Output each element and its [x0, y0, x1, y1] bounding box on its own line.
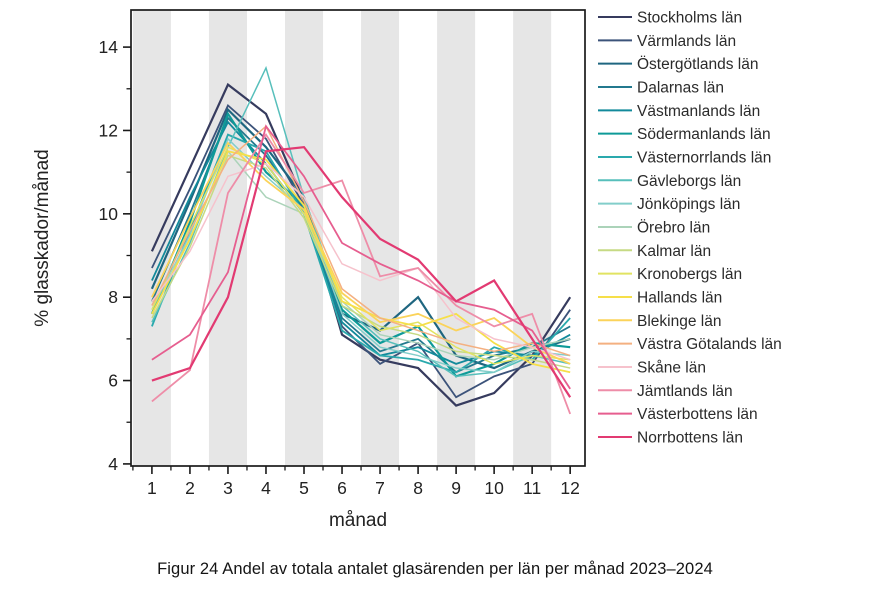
y-tick-label: 14 — [99, 37, 119, 57]
legend-label-örebro-län: Örebro län — [637, 218, 710, 236]
series-line-skåne-län — [151, 162, 571, 361]
series-line-norrbottens-län — [151, 145, 572, 398]
x-tick-label: 3 — [223, 478, 233, 498]
legend-label-gävleborgs-län: Gävleborgs län — [637, 173, 741, 190]
legend-label-kalmar-län: Kalmar län — [637, 243, 711, 260]
y-tick-label: 8 — [108, 287, 118, 307]
legend-label-västra-götalands-län: Västra Götalands län — [637, 336, 782, 353]
legend-label-östergötlands-län: Östergötlands län — [637, 55, 759, 73]
figure-caption: Figur 24 Andel av totala antalet glasäre… — [157, 560, 713, 578]
legend-label-södermanlands-län: Södermanlands län — [637, 126, 771, 143]
legend-label-skåne-län: Skåne län — [637, 359, 706, 376]
series-line-västra-götalands-län — [151, 125, 571, 357]
y-tick-label: 6 — [108, 371, 118, 391]
x-tick-label: 2 — [185, 478, 195, 498]
month-band — [513, 10, 552, 466]
y-tick-label: 4 — [108, 454, 118, 474]
x-tick-label: 4 — [261, 478, 271, 498]
month-band — [208, 10, 247, 466]
y-tick-label: 12 — [99, 120, 118, 140]
x-axis-title: månad — [329, 510, 387, 531]
x-tick-label: 12 — [560, 478, 579, 498]
legend-label-västernorrlands-län: Västernorrlands län — [637, 149, 771, 166]
month-band — [132, 10, 171, 466]
x-tick-label: 1 — [147, 478, 157, 498]
legend-label-blekinge-län: Blekinge län — [637, 313, 721, 330]
legend-label-jönköpings-län: Jönköpings län — [637, 196, 740, 213]
x-tick-label: 5 — [299, 478, 309, 498]
x-tick-label: 11 — [523, 478, 541, 498]
series-line-blekinge-län — [151, 141, 571, 365]
legend-label-västmanlands-län: Västmanlands län — [637, 103, 760, 120]
legend-label-norrbottens-län: Norrbottens län — [637, 429, 743, 446]
y-axis-title: % glasskador/månad — [32, 149, 53, 326]
plot-frame — [130, 9, 586, 467]
x-tick-label: 9 — [451, 478, 461, 498]
x-tick-label: 10 — [484, 478, 504, 498]
x-tick-label: 7 — [375, 478, 385, 498]
legend-label-jämtlands-län: Jämtlands län — [637, 383, 733, 400]
series-line-jämtlands-län — [151, 132, 572, 415]
series-line-stockholms-län — [150, 82, 572, 407]
y-tick-label: 10 — [99, 204, 119, 224]
x-tick-label: 6 — [337, 478, 347, 498]
series-line-hallands-län — [151, 150, 571, 374]
legend-label-kronobergs-län: Kronobergs län — [637, 266, 742, 283]
series-line-södermanlands-län — [150, 111, 571, 378]
x-tick-label: 8 — [413, 478, 423, 498]
legend-label-västerbottens-län: Västerbottens län — [637, 406, 758, 423]
legend-label-dalarnas-län: Dalarnas län — [637, 79, 724, 96]
series-line-västerbottens-län — [151, 124, 571, 390]
legend-label-värmlands-län: Värmlands län — [637, 33, 736, 50]
legend-label-hallands-län: Hallands län — [637, 289, 722, 306]
legend-label-stockholms-län: Stockholms län — [637, 10, 742, 27]
series-line-värmlands-län — [151, 103, 571, 399]
series-line-kronobergs-län — [151, 146, 571, 365]
